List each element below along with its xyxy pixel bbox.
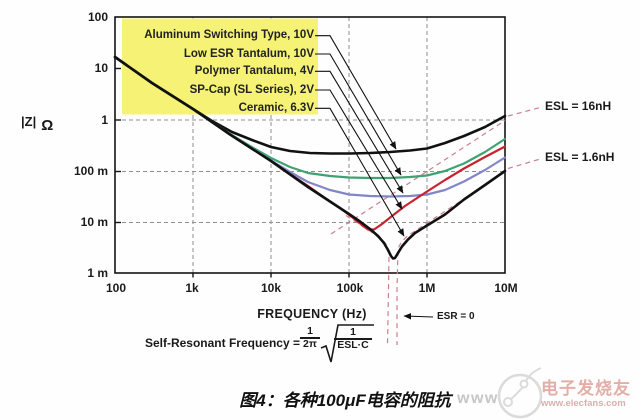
y-tick-10m: 10 m [80, 215, 108, 229]
axis-ticks [115, 67, 428, 278]
y-tick-1: 1 [101, 113, 108, 127]
arrow-polymer-tantalum [315, 70, 404, 194]
formula-frac-under-radical: 1 ESL·C [334, 327, 372, 351]
legend-item-aluminum-switching: Aluminum Switching Type, 10V [144, 29, 314, 41]
legend-item-ceramic: Ceramic, 6.3V [238, 101, 314, 114]
formula-frac1-numerator: 1 [307, 325, 313, 337]
legend-item-sp-cap: SP-Cap (SL Series), 2V [189, 83, 314, 96]
esr-zero-label: ESR = 0 [437, 311, 475, 322]
esl-1-6nh-label: ESL = 1.6nH [545, 150, 615, 164]
arrow-sp-cap [315, 89, 403, 210]
x-tick-10M: 10M [494, 281, 518, 295]
watermark-brand-text: 电子发烧友 [541, 379, 631, 398]
elecfans-logo-icon [497, 367, 543, 419]
figure-caption: 图4：各种100μF电容的阻抗 [239, 391, 451, 410]
y-tick-100: 100 [87, 10, 108, 24]
formula-frac-one-over-2pi: 1 2π [300, 326, 320, 350]
arrow-aluminum [315, 35, 397, 150]
x-tick-100: 100 [105, 281, 127, 295]
arrow-low-esr-tantalum [315, 53, 402, 176]
y-tick-1m: 1 m [87, 266, 108, 280]
formula-frac1-bar [300, 337, 320, 339]
formula-frac2-numerator: 1 [350, 326, 356, 338]
y-axis-title-omega: Ω [41, 117, 54, 134]
y-tick-100m: 100 m [73, 164, 108, 178]
formula-frac2-bar [334, 338, 372, 340]
legend-arrows [315, 35, 405, 237]
curve-ceramic [113, 55, 507, 260]
watermark-www-text: www [457, 390, 499, 407]
radical-sign [320, 324, 374, 363]
x-tick-1M: 1M [418, 281, 436, 295]
legend-background [122, 18, 318, 115]
x-tick-1k: 1k [185, 281, 199, 295]
esl-16nh-label: ESL = 16nH [545, 99, 612, 113]
y-axis-title: |Z| Ω [21, 114, 53, 134]
legend-item-low-esr-tantalum: Low ESR Tantalum, 10V [183, 47, 314, 60]
esl-1-6nh-connector [507, 157, 543, 170]
esl-1-6nh-line [396, 171, 506, 345]
formula-frac2-denominator: ESL·C [337, 338, 369, 351]
y-tick-10: 10 [94, 61, 108, 75]
x-axis-title: FREQUENCY (Hz) [257, 307, 367, 321]
legend-item-polymer-tantalum: Polymer Tantalum, 4V [194, 65, 314, 77]
x-tick-100k: 100k [336, 281, 364, 295]
esr-zero-arrow [403, 312, 434, 320]
esl-16nh-connector [507, 106, 543, 117]
formula-lhs: Self-Resonant Frequency = [144, 336, 300, 350]
arrow-ceramic [315, 107, 405, 237]
y-axis-title-z: |Z| [21, 114, 37, 129]
plot-border [114, 16, 506, 274]
impedance-curves [113, 55, 507, 260]
x-tick-10k: 10k [260, 281, 282, 295]
formula-frac1-denominator: 2π [303, 337, 317, 350]
watermark-site-text: www.elecfans.com [541, 398, 626, 409]
